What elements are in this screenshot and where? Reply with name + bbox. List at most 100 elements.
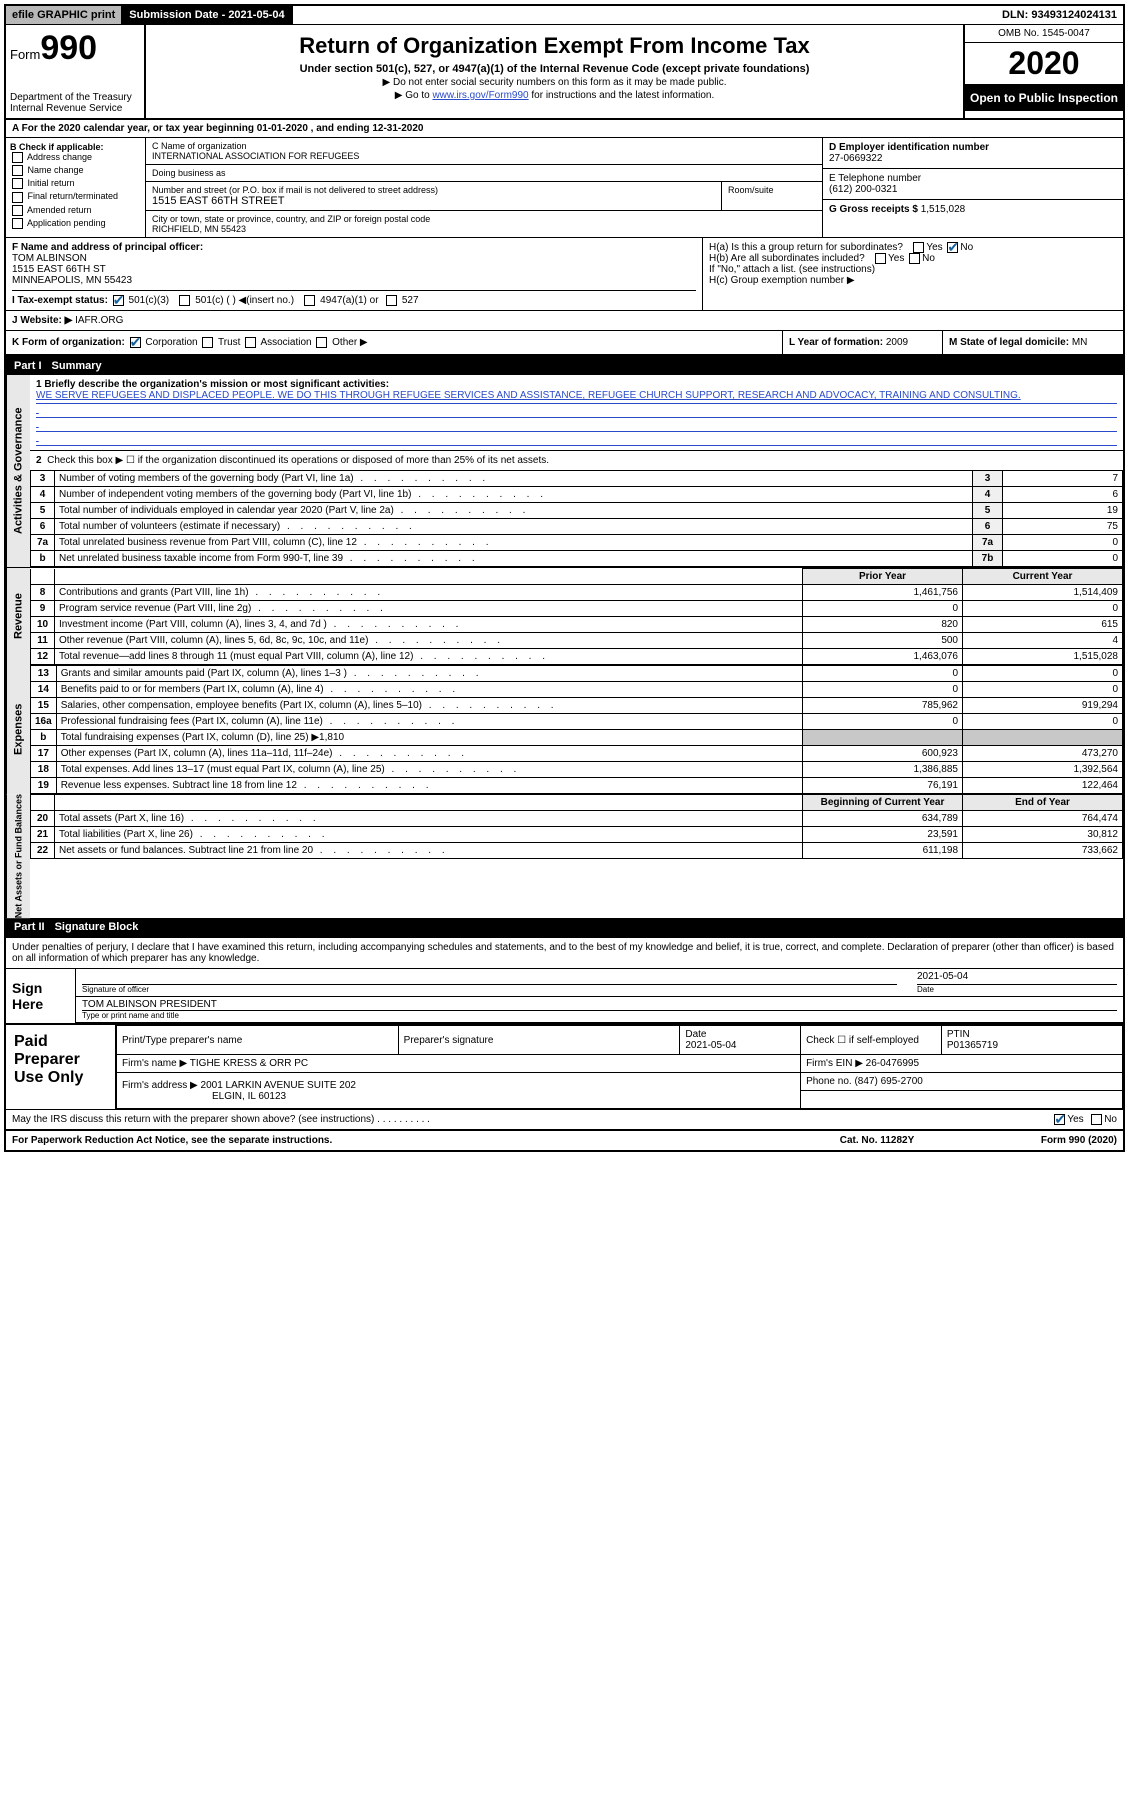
col-c-org-info: C Name of organization INTERNATIONAL ASS… (146, 138, 823, 237)
cb-corp[interactable] (130, 337, 141, 348)
org-name: INTERNATIONAL ASSOCIATION FOR REFUGEES (152, 151, 816, 161)
instruction-2: ▶ Go to www.irs.gov/Form990 for instruct… (154, 90, 955, 101)
h-block: H(a) Is this a group return for subordin… (703, 238, 1123, 310)
cb-amended[interactable]: Amended return (10, 205, 141, 216)
form-title: Return of Organization Exempt From Incom… (154, 33, 955, 59)
org-name-cell: C Name of organization INTERNATIONAL ASS… (146, 138, 823, 165)
sig-date-label: Date (917, 985, 1117, 994)
phone-value: (612) 200-0321 (829, 184, 1117, 195)
officer-addr1: 1515 EAST 66TH ST (12, 264, 696, 275)
hc-row: H(c) Group exemption number ▶ (709, 275, 1117, 286)
org-name-label: C Name of organization (152, 141, 816, 151)
mission-text: WE SERVE REFUGEES AND DISPLACED PEOPLE. … (36, 390, 1117, 404)
prep-ptin-cell: PTINP01365719 (941, 1026, 1122, 1055)
part2-title: Signature Block (55, 921, 139, 933)
officer-block: F Name and address of principal officer:… (6, 238, 703, 310)
vtab-revenue: Revenue (6, 568, 30, 665)
hb-no[interactable] (909, 253, 920, 264)
row-a-period: A For the 2020 calendar year, or tax yea… (6, 120, 1123, 138)
cb-527[interactable] (386, 295, 397, 306)
part2-num: Part II (14, 921, 45, 933)
website-value: IAFR.ORG (75, 315, 123, 326)
room-cell: Room/suite (722, 182, 822, 210)
ein-cell: D Employer identification number 27-0669… (823, 138, 1123, 169)
firm-phone-cell: Phone no. (847) 695-2700 (801, 1073, 1123, 1091)
form-container: efile GRAPHIC print Submission Date - 20… (4, 4, 1125, 1152)
footer-formno: Form 990 (2020) (977, 1135, 1117, 1146)
cb-other[interactable] (316, 337, 327, 348)
website-label: J Website: ▶ (12, 315, 72, 326)
irs-link[interactable]: www.irs.gov/Form990 (432, 90, 528, 101)
row-j-website: J Website: ▶ IAFR.ORG (6, 311, 1123, 331)
cb-initial-return[interactable]: Initial return (10, 178, 141, 189)
sig-name: TOM ALBINSON PRESIDENT (82, 999, 1117, 1011)
phone-cell: E Telephone number (612) 200-0321 (823, 169, 1123, 200)
header-left: Form990 Department of the Treasury Inter… (6, 25, 146, 118)
part2-header: Part II Signature Block (6, 918, 1123, 936)
activities-section: Activities & Governance 1 Briefly descri… (6, 375, 1123, 567)
public-inspection: Open to Public Inspection (965, 85, 1123, 111)
mission-block: 1 Briefly describe the organization's mi… (30, 375, 1123, 451)
top-bar: efile GRAPHIC print Submission Date - 20… (6, 6, 1123, 25)
footer-catno: Cat. No. 11282Y (777, 1135, 977, 1146)
cb-address-change[interactable]: Address change (10, 152, 141, 163)
sig-fields: Signature of officer 2021-05-04 Date TOM… (76, 969, 1123, 1023)
cb-501c[interactable] (179, 295, 190, 306)
form-subtitle: Under section 501(c), 527, or 4947(a)(1)… (154, 63, 955, 75)
preparer-grid: Print/Type preparer's name Preparer's si… (116, 1025, 1123, 1109)
activities-table: 3Number of voting members of the governi… (30, 470, 1123, 567)
hb-yes[interactable] (875, 253, 886, 264)
part1-num: Part I (14, 360, 42, 372)
info-grid: B Check if applicable: Address change Na… (6, 138, 1123, 238)
street-cell: Number and street (or P.O. box if mail i… (146, 182, 722, 210)
cb-final-return[interactable]: Final return/terminated (10, 191, 141, 202)
phone-label: E Telephone number (829, 173, 1117, 184)
prep-h4[interactable]: Check ☐ if self-employed (801, 1026, 942, 1055)
sig-name-label: Type or print name and title (82, 1011, 1117, 1020)
cb-501c3[interactable] (113, 295, 124, 306)
row-k: K Form of organization: Corporation Trus… (6, 331, 783, 354)
form-990-num: 990 (40, 29, 97, 67)
discuss-yes[interactable] (1054, 1114, 1065, 1125)
cb-pending[interactable]: Application pending (10, 218, 141, 229)
vtab-activities: Activities & Governance (6, 375, 30, 567)
hb-note: If "No," attach a list. (see instruction… (709, 264, 1117, 275)
row-l: L Year of formation: 2009 (783, 331, 943, 354)
row-m: M State of legal domicile: MN (943, 331, 1123, 354)
discuss-no[interactable] (1091, 1114, 1102, 1125)
mission-blank3 (36, 432, 1117, 446)
prep-h1: Print/Type preparer's name (117, 1026, 399, 1055)
mission-blank1 (36, 404, 1117, 418)
form-prefix: Form (10, 47, 40, 62)
form-header: Form990 Department of the Treasury Inter… (6, 25, 1123, 120)
cb-trust[interactable] (202, 337, 213, 348)
cb-name-change[interactable]: Name change (10, 165, 141, 176)
ha-no[interactable] (947, 242, 958, 253)
submission-date: Submission Date - 2021-05-04 (121, 6, 292, 24)
netassets-table: Beginning of Current YearEnd of Year20To… (30, 794, 1123, 859)
hb-row: H(b) Are all subordinates included? Yes … (709, 253, 1117, 264)
mission-label: 1 Briefly describe the organization's mi… (36, 379, 1117, 390)
expenses-table: 13Grants and similar amounts paid (Part … (30, 665, 1123, 794)
dln: DLN: 93493124024131 (996, 6, 1123, 24)
revenue-section: Revenue Prior YearCurrent Year8Contribut… (6, 567, 1123, 665)
netassets-section: Net Assets or Fund Balances Beginning of… (6, 794, 1123, 918)
sign-here-label: Sign Here (6, 969, 76, 1023)
city-value: RICHFIELD, MN 55423 (152, 224, 816, 234)
officer-addr2: MINNEAPOLIS, MN 55423 (12, 275, 696, 286)
gross-cell: G Gross receipts $ 1,515,028 (823, 200, 1123, 219)
cb-assoc[interactable] (245, 337, 256, 348)
street-label: Number and street (or P.O. box if mail i… (152, 185, 715, 195)
officer-label: F Name and address of principal officer: (12, 242, 696, 253)
street-value: 1515 EAST 66TH STREET (152, 195, 715, 207)
cb-4947[interactable] (304, 295, 315, 306)
part1-header: Part I Summary (6, 357, 1123, 375)
efile-label[interactable]: efile GRAPHIC print (6, 6, 121, 24)
ein-value: 27-0669322 (829, 153, 1117, 164)
dept-label: Department of the Treasury Internal Reve… (10, 92, 140, 114)
ha-yes[interactable] (913, 242, 924, 253)
footer-paperwork: For Paperwork Reduction Act Notice, see … (12, 1135, 777, 1146)
ein-label: D Employer identification number (829, 142, 1117, 153)
line2: 2 Check this box ▶ ☐ if the organization… (30, 451, 1123, 470)
firm-ein-cell: Firm's EIN ▶ 26-0476995 (801, 1055, 1123, 1073)
